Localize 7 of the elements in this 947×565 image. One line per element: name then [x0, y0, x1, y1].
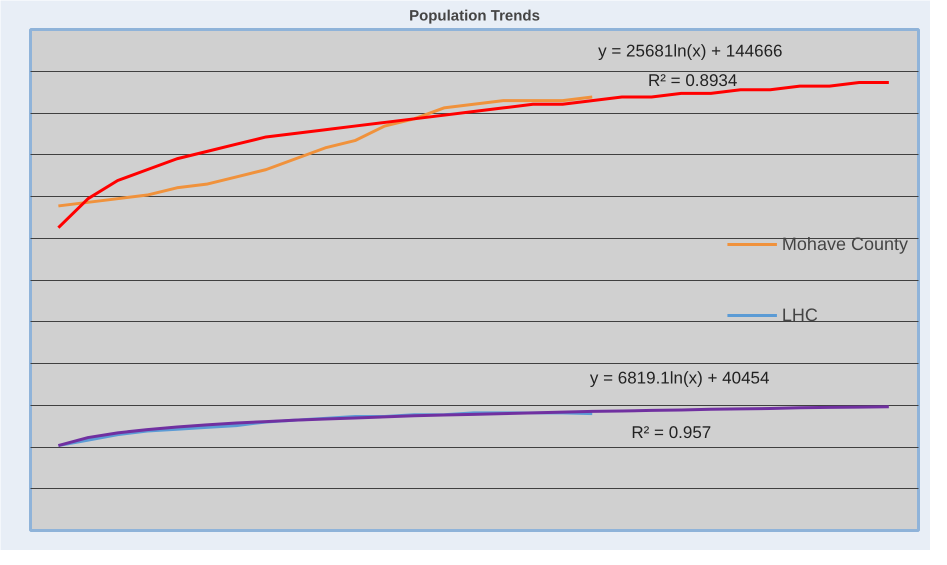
annotation: R² = 0.8934 — [648, 70, 738, 90]
text: y = 25681ln(x) + 144666 — [598, 42, 782, 61]
legend-label: Mohave County — [782, 234, 908, 254]
legend-label: LHC — [782, 304, 818, 326]
annotation: R² = 0.957 — [631, 422, 712, 442]
annotation: y = 6819.1ln(x) + 40454 — [590, 368, 770, 388]
chart-title: Population Trends — [409, 8, 540, 24]
